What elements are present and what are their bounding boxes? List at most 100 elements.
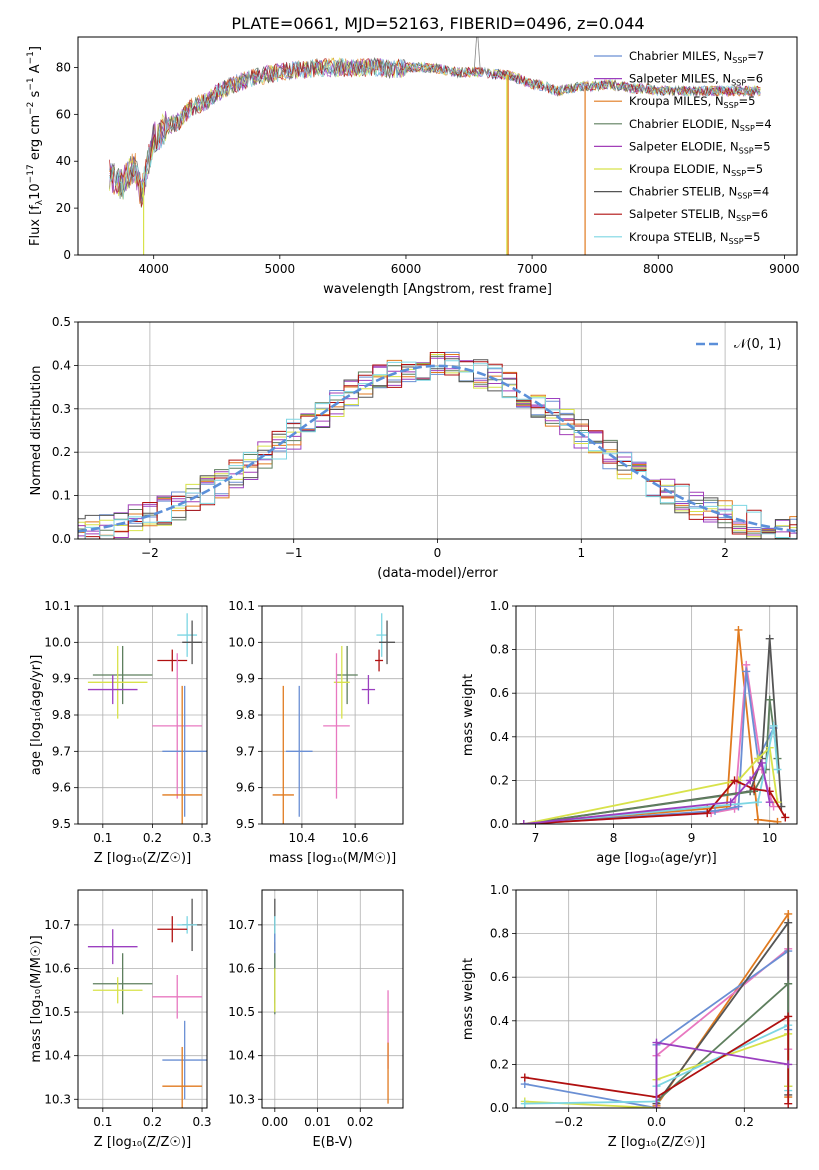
y-tick-label: 9.9: [52, 672, 71, 686]
axes-frame: [515, 605, 798, 825]
series-line: [523, 664, 775, 824]
axes-frame: [77, 605, 208, 825]
panel-mass_vs_Z: 0.1 0.2 0.3 10.3 10.4 10.5 10.6 10.7 Z [log₁₀(Z/…: [29, 889, 212, 1150]
panels: 4000 5000 6000 7000 8000 9000020406080wavelen…: [26, 36, 800, 1150]
series-marker: [757, 758, 766, 767]
plot-area: [78, 351, 797, 539]
y-axis-label: mass [log₁₀(M/M☉)]: [29, 935, 44, 1062]
panel-age_vs_Z: 0.1 0.2 0.3 9.5 9.6 9.7 9.8 9.9 10.0 10.1 Z [log₁₀…: [29, 599, 212, 866]
x-tick-label: 7000: [517, 262, 548, 276]
y-tick-label: 9.6: [236, 781, 255, 795]
x-tick-label: 9000: [769, 262, 800, 276]
y-axis-label: Normed distribution: [29, 366, 44, 496]
series-marker: [652, 1038, 661, 1047]
y-tick-label: 10.4: [228, 1049, 255, 1063]
y-tick-label: 10.7: [228, 918, 255, 932]
x-tick-label: 7: [532, 831, 540, 845]
y-tick-label: 9.6: [52, 781, 71, 795]
y-tick-label: 80: [56, 60, 71, 74]
y-tick-label: 9.8: [52, 708, 71, 722]
axes-frame: [77, 889, 208, 1109]
x-axis-label: Z [log₁₀(Z/Z☉)]: [608, 1135, 705, 1150]
series-marker: [703, 809, 712, 818]
series-marker: [520, 1099, 529, 1108]
spectrum-legend: Chabrier MILES, NSSP=7 Salpeter MILES, NS…: [594, 49, 772, 246]
spectrum-series-line: [109, 58, 761, 200]
legend-entry: Salpeter ELODIE, NSSP=5: [629, 139, 771, 155]
histogram-series: [78, 354, 797, 538]
y-tick-label: 10.6: [44, 961, 71, 975]
axes-frame: [261, 605, 404, 825]
y-tick-label: 10.6: [228, 961, 255, 975]
y-tick-label: 0.3: [52, 402, 71, 416]
panel-residuals: −2 −1 0 1 2 0.0 0.1 0.2 0.3 0.4 0.5 (data-model)/er…: [29, 315, 798, 581]
series-marker: [765, 634, 774, 643]
series-marker: [750, 785, 759, 794]
x-tick-label: 0.3: [192, 1115, 211, 1129]
x-tick-label: 8000: [643, 262, 674, 276]
y-tick-label: 0.0: [52, 532, 71, 546]
series-marker: [765, 695, 774, 704]
x-axis-label: mass [log₁₀(M/M☉)]: [269, 851, 396, 866]
series-marker: [711, 806, 720, 815]
y-tick-label: 0.2: [490, 1057, 509, 1071]
legend-entry: Kroupa ELODIE, NSSP=5: [629, 162, 763, 178]
y-tick-label: 10.0: [228, 635, 255, 649]
x-tick-label: 5000: [265, 262, 296, 276]
y-tick-label: 9.5: [236, 817, 255, 831]
x-tick-label: 4000: [138, 262, 169, 276]
legend-entry: Chabrier MILES, NSSP=7: [629, 49, 764, 65]
legend-entry: Salpeter MILES, NSSP=6: [629, 72, 763, 88]
series-marker: [773, 765, 782, 774]
x-tick-label: 10.6: [342, 831, 369, 845]
series-marker: [742, 667, 751, 676]
spectrum-series-line: [109, 58, 761, 207]
x-tick-label: −2: [141, 546, 159, 560]
legend-entry: Kroupa STELIB, NSSP=5: [629, 230, 760, 246]
plot-area: [519, 625, 790, 824]
x-axis-label: wavelength [Angstrom, rest frame]: [323, 282, 552, 297]
x-tick-label: 0.00: [261, 1115, 288, 1129]
panel-mass_vs_EBV: 0.00 0.01 0.02 10.3 10.4 10.5 10.6 10.7 E(B-V): [228, 889, 404, 1150]
series-marker: [784, 1099, 793, 1108]
y-axis-label: mass weight: [461, 674, 476, 756]
y-tick-label: 1.0: [490, 883, 509, 897]
series-line: [655, 947, 790, 1104]
y-tick-label: 10.0: [44, 635, 71, 649]
plot-area: [520, 909, 793, 1108]
y-tick-label: 10.3: [228, 1092, 255, 1106]
y-tick-label: 0.2: [52, 445, 71, 459]
x-tick-label: 0.2: [143, 1115, 162, 1129]
x-tick-label: 0.2: [735, 1115, 754, 1129]
plot-area: [272, 613, 396, 824]
y-tick-label: 1.0: [490, 599, 509, 613]
series-marker: [753, 798, 762, 807]
x-tick-label: 1: [577, 546, 585, 560]
plot-area: [87, 898, 207, 1108]
series-marker: [769, 721, 778, 730]
y-tick-label: 0.8: [490, 927, 509, 941]
series-marker: [746, 776, 755, 785]
y-axis-label: age [log₁₀(age/yr)]: [29, 655, 44, 776]
histogram-series: [78, 354, 797, 539]
y-tick-label: 9.5: [52, 817, 71, 831]
axes-frame: [77, 321, 798, 540]
series-marker: [519, 820, 528, 824]
series-marker: [784, 1012, 793, 1021]
y-tick-label: 10.5: [228, 1005, 255, 1019]
y-tick-label: 0.6: [490, 686, 509, 700]
y-tick-label: 10.1: [44, 599, 71, 613]
series-marker: [773, 817, 782, 824]
series-line: [655, 911, 790, 1108]
panel-weight_vs_age: 7 8 9 10 0.0 0.2 0.4 0.6 0.8 1.0 age [log₁₀(age/yr…: [461, 599, 798, 866]
x-tick-label: −0.2: [554, 1115, 583, 1129]
histogram-series: [78, 352, 797, 539]
plot-area: [274, 898, 389, 1104]
series-marker: [652, 1104, 661, 1108]
series-marker: [520, 1073, 529, 1082]
y-tick-label: 0.4: [490, 730, 509, 744]
x-tick-label: 0.3: [192, 831, 211, 845]
y-tick-label: 0.4: [490, 1014, 509, 1028]
y-axis-label: Flux [fλ10−17 erg cm−2 s−1 A−1]: [26, 46, 45, 246]
